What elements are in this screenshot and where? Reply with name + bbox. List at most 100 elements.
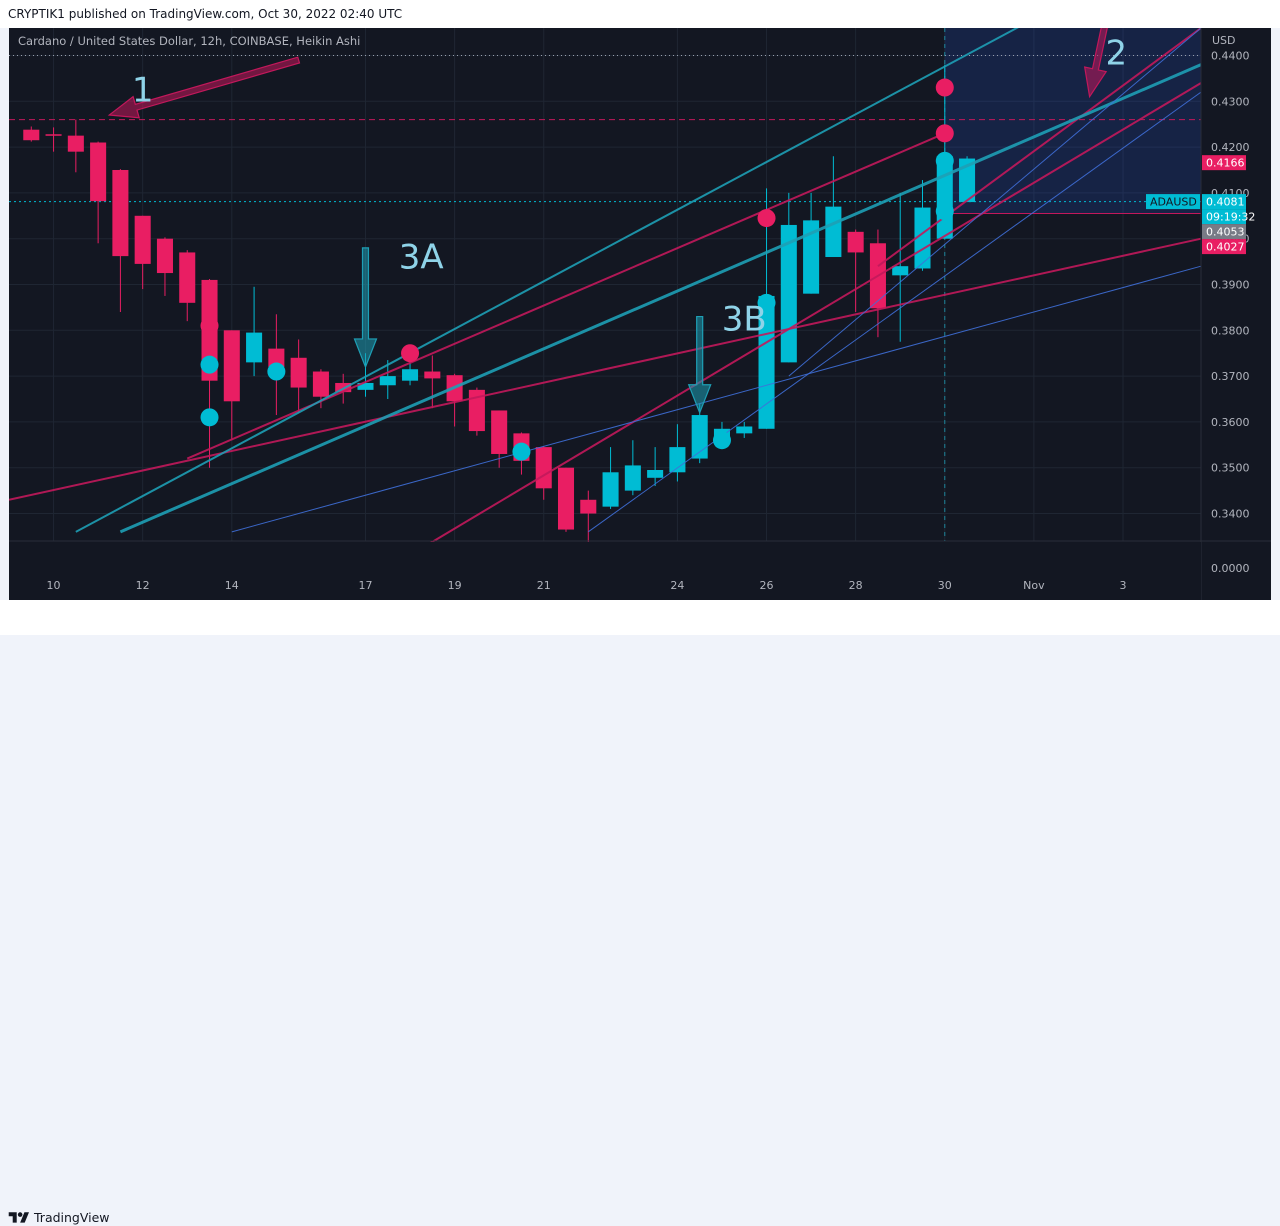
x-tick-label: 19 bbox=[448, 579, 462, 592]
y-tick-label: 0.4400 bbox=[1211, 49, 1250, 62]
candle-down[interactable] bbox=[179, 252, 196, 303]
candle-down[interactable] bbox=[112, 169, 129, 257]
y-tick-label: 0.3800 bbox=[1211, 324, 1250, 337]
candle-up[interactable] bbox=[379, 376, 396, 386]
price-tag-label: 0.4081 bbox=[1206, 196, 1245, 209]
candle-down[interactable] bbox=[67, 135, 84, 152]
trend-line bbox=[587, 91, 1202, 533]
price-tag-label: 09:19:32 bbox=[1206, 211, 1255, 224]
y-tick-label: 0.3400 bbox=[1211, 508, 1250, 521]
price-tag bbox=[1202, 209, 1246, 225]
time-scale[interactable] bbox=[9, 542, 1201, 600]
candle-up[interactable] bbox=[914, 207, 931, 269]
candle-down[interactable] bbox=[45, 134, 62, 136]
signal-dot bbox=[935, 151, 954, 170]
signal-dot bbox=[935, 78, 954, 97]
trend-line bbox=[75, 28, 1019, 533]
candle-down[interactable] bbox=[312, 371, 329, 397]
candle-up[interactable] bbox=[892, 266, 909, 276]
publish-info: CRYPTIK1 published on TradingView.com, O… bbox=[8, 7, 403, 21]
trend-line bbox=[186, 132, 946, 460]
chart-frame[interactable]: 123A3B0.44000.43000.42000.41000.40000.39… bbox=[9, 28, 1271, 600]
candle-down[interactable] bbox=[491, 410, 508, 454]
ticker-tag-label: ADAUSD bbox=[1150, 196, 1197, 209]
candle-down[interactable] bbox=[134, 215, 151, 264]
ticker-tag[interactable] bbox=[1146, 194, 1200, 210]
candle-down[interactable] bbox=[223, 330, 240, 402]
x-tick-label: 21 bbox=[537, 579, 551, 592]
publish-bar: CRYPTIK1 published on TradingView.com, O… bbox=[0, 0, 1280, 28]
price-scale[interactable] bbox=[1201, 28, 1271, 600]
candlestick-chart[interactable]: 123A3B0.44000.43000.42000.41000.40000.39… bbox=[9, 28, 1271, 600]
y-tick-label: 0.3900 bbox=[1211, 279, 1250, 292]
x-tick-label: 14 bbox=[225, 579, 239, 592]
price-tag bbox=[1202, 239, 1246, 255]
x-tick-label: 17 bbox=[358, 579, 372, 592]
signal-dot bbox=[757, 209, 776, 228]
signal-dot bbox=[401, 344, 420, 363]
candle-up[interactable] bbox=[402, 369, 419, 381]
candle-up[interactable] bbox=[669, 447, 686, 473]
signal-dot bbox=[757, 293, 776, 312]
y-tick-label: 0.3700 bbox=[1211, 370, 1250, 383]
x-tick-label: 30 bbox=[938, 579, 952, 592]
candle-up[interactable] bbox=[758, 295, 775, 429]
candle-up[interactable] bbox=[602, 472, 619, 507]
y-tick-label: 0.3500 bbox=[1211, 462, 1250, 475]
candle-down[interactable] bbox=[290, 357, 307, 388]
candle-down[interactable] bbox=[23, 129, 40, 141]
candle-down[interactable] bbox=[847, 231, 864, 253]
y-tick-label: 0.4200 bbox=[1211, 141, 1250, 154]
candle-down[interactable] bbox=[535, 447, 552, 489]
footer: TradingView bbox=[0, 600, 1280, 1225]
x-tick-label: 24 bbox=[670, 579, 684, 592]
annotation-arrow bbox=[353, 247, 378, 369]
signal-dot bbox=[935, 202, 954, 221]
y-tick-label: 0.4300 bbox=[1211, 95, 1250, 108]
candle-down[interactable] bbox=[90, 142, 107, 202]
symbol-legend[interactable]: Cardano / United States Dollar, 12h, COI… bbox=[18, 34, 361, 48]
price-tag bbox=[1202, 155, 1246, 171]
annotation-arrow bbox=[1083, 28, 1108, 99]
y-tick-label: 0.3600 bbox=[1211, 416, 1250, 429]
trend-line bbox=[788, 28, 1202, 377]
x-tick-label: Nov bbox=[1023, 579, 1045, 592]
candle-down[interactable] bbox=[268, 348, 285, 367]
candle-down[interactable] bbox=[156, 238, 173, 274]
signal-dot bbox=[267, 362, 286, 381]
trend-line bbox=[119, 63, 1202, 534]
price-tag bbox=[1202, 194, 1246, 210]
annotation-label: 2 bbox=[1106, 34, 1128, 74]
candle-down[interactable] bbox=[424, 371, 441, 379]
signal-dot bbox=[512, 442, 531, 461]
price-tag-label: 0.4166 bbox=[1206, 157, 1245, 170]
candle-up[interactable] bbox=[959, 158, 976, 203]
candle-up[interactable] bbox=[803, 220, 820, 294]
y-tick-label: 0.0000 bbox=[1211, 562, 1250, 575]
candle-up[interactable] bbox=[825, 206, 842, 258]
candle-up[interactable] bbox=[624, 465, 641, 491]
annotation-label: 3B bbox=[722, 299, 767, 339]
annotation-label: 3A bbox=[399, 237, 444, 277]
candle-down[interactable] bbox=[468, 389, 485, 432]
candle-up[interactable] bbox=[736, 426, 753, 434]
annotation-arrow bbox=[687, 315, 712, 415]
candle-up[interactable] bbox=[647, 470, 664, 478]
price-axis-unit: USD bbox=[1212, 34, 1236, 47]
signal-dot bbox=[712, 431, 731, 450]
price-tag-label: 0.4027 bbox=[1206, 241, 1245, 254]
candle-down[interactable] bbox=[580, 499, 597, 514]
tradingview-logo-icon bbox=[8, 1212, 29, 1223]
candle-up[interactable] bbox=[691, 415, 708, 459]
annotation-label: 1 bbox=[132, 70, 154, 110]
signal-dot bbox=[200, 316, 219, 335]
trend-line bbox=[9, 237, 1202, 501]
candle-up[interactable] bbox=[246, 332, 263, 363]
trend-line bbox=[877, 28, 1202, 267]
annotation-arrow bbox=[107, 56, 301, 119]
x-tick-label: 28 bbox=[849, 579, 863, 592]
signal-dot bbox=[200, 408, 219, 427]
candle-down[interactable] bbox=[557, 467, 575, 530]
candle-up[interactable] bbox=[357, 382, 374, 390]
brand-name: TradingView bbox=[34, 1210, 110, 1225]
